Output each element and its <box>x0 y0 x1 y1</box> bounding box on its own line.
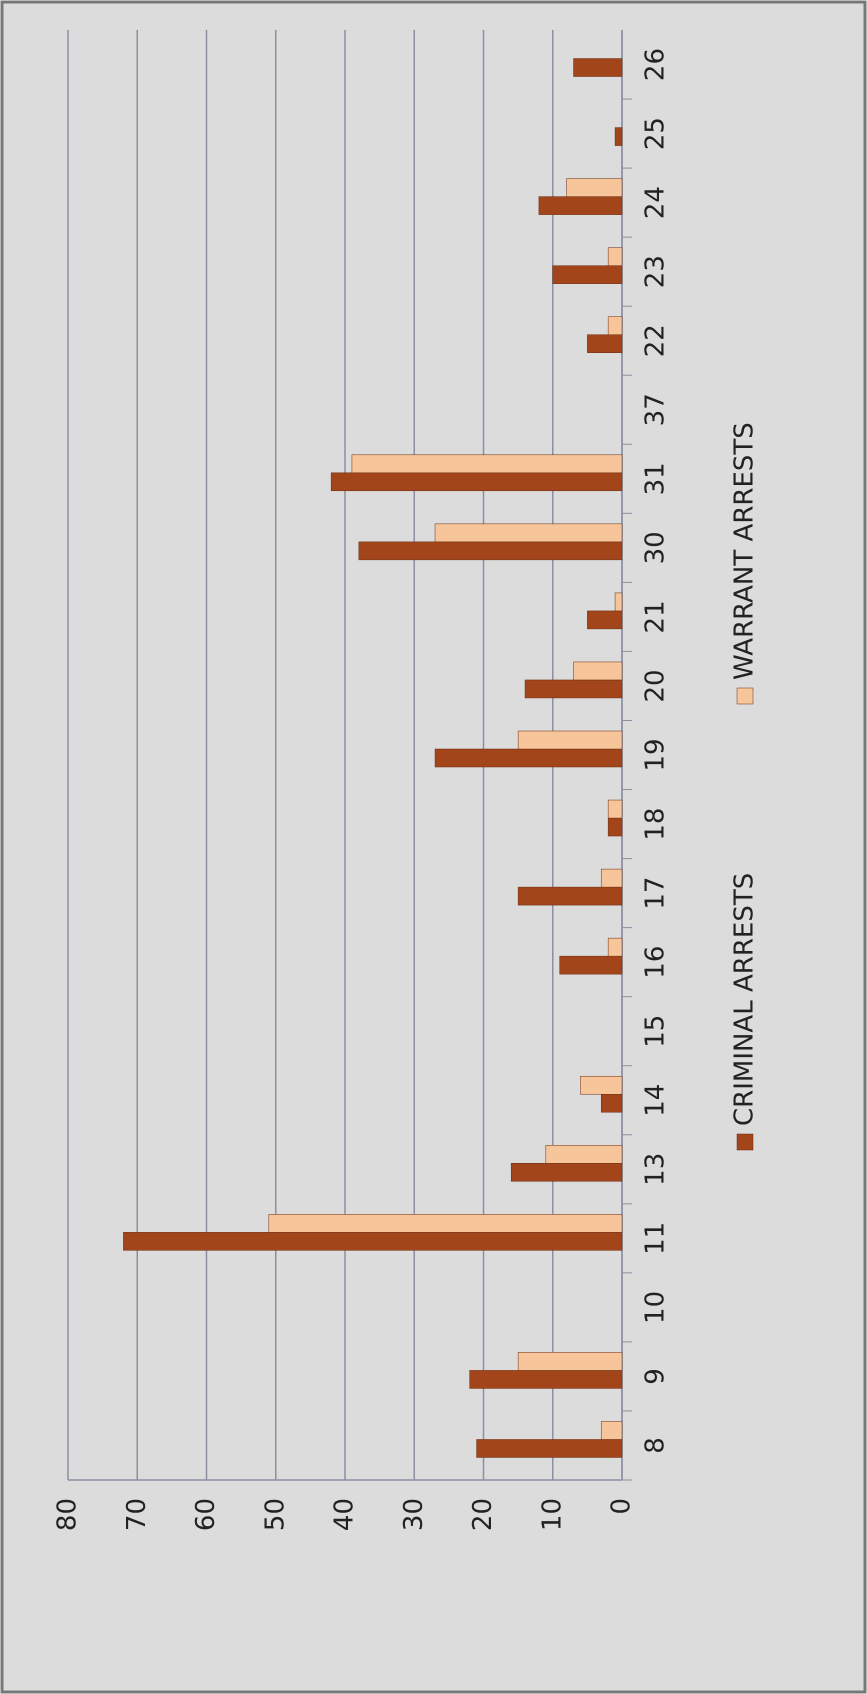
y-tick-label: 0 <box>607 1498 637 1515</box>
bar <box>476 1439 623 1458</box>
bar <box>580 1075 623 1095</box>
x-tick-label: 11 <box>641 1222 671 1255</box>
x-tick-label: 9 <box>641 1368 671 1385</box>
bar <box>573 661 623 681</box>
x-tick-label: 20 <box>641 669 671 702</box>
bar <box>607 247 623 266</box>
bar <box>600 1421 623 1440</box>
bar <box>573 58 623 77</box>
bar <box>351 454 623 474</box>
x-tick-label: 19 <box>641 738 671 771</box>
legend-swatch <box>736 1133 754 1151</box>
x-tick-label: 26 <box>641 48 671 81</box>
bar <box>552 265 623 284</box>
x-tick-label: 17 <box>641 877 671 910</box>
bar <box>517 886 623 906</box>
y-tick-label: 10 <box>537 1498 567 1531</box>
bar <box>545 1145 623 1164</box>
x-tick-label: 15 <box>641 1015 671 1048</box>
bar <box>123 1232 623 1251</box>
bar <box>358 541 623 561</box>
bar <box>510 1163 623 1182</box>
rotated-plot: 0 10 20 30 40 50 60 70 80 8 9 10 11 13 14 15 16 17 18 19 20 2… <box>53 30 760 1531</box>
bar <box>469 1370 623 1389</box>
x-tick-label: 8 <box>641 1437 671 1454</box>
bar <box>330 472 623 492</box>
y-tick-label: 80 <box>53 1498 83 1531</box>
bar <box>587 610 623 630</box>
bar <box>434 748 623 768</box>
bar <box>524 679 623 699</box>
bar <box>268 1214 623 1233</box>
legend-swatch <box>736 687 754 705</box>
x-tick-label: 30 <box>641 531 671 564</box>
bar <box>614 592 623 612</box>
y-tick-label: 50 <box>260 1498 290 1531</box>
x-tick-label: 10 <box>641 1291 671 1324</box>
x-tick-label: 14 <box>641 1084 671 1117</box>
bar <box>600 1093 623 1113</box>
bar <box>587 334 623 353</box>
y-tick-label: 20 <box>468 1498 498 1531</box>
y-tick-label: 70 <box>122 1498 152 1531</box>
x-tick-label: 21 <box>641 600 671 633</box>
bar <box>607 316 623 335</box>
x-tick-label: 31 <box>641 462 671 495</box>
bar <box>566 178 623 197</box>
bar <box>517 1352 623 1371</box>
x-tick-label: 23 <box>641 255 671 288</box>
legend-label: CRIMINAL ARRESTS <box>730 873 760 1126</box>
bar <box>600 868 623 888</box>
bar <box>607 799 623 819</box>
x-tick-label: 18 <box>641 808 671 841</box>
x-tick-label: 25 <box>641 117 671 150</box>
bar <box>434 523 623 543</box>
x-tick-label: 37 <box>641 393 671 426</box>
bar <box>538 196 623 215</box>
y-tick-label: 60 <box>191 1498 221 1531</box>
bar <box>517 730 623 750</box>
y-tick-label: 40 <box>330 1498 360 1531</box>
bar <box>607 937 623 957</box>
bar <box>614 127 623 146</box>
x-tick-label: 16 <box>641 946 671 979</box>
legend-label: WARRANT ARRESTS <box>730 422 760 680</box>
y-tick-label: 30 <box>399 1498 429 1531</box>
x-tick-label: 13 <box>641 1153 671 1186</box>
x-tick-label: 24 <box>641 186 671 219</box>
bar <box>559 955 623 975</box>
x-tick-label: 22 <box>641 324 671 357</box>
bar <box>607 817 623 837</box>
